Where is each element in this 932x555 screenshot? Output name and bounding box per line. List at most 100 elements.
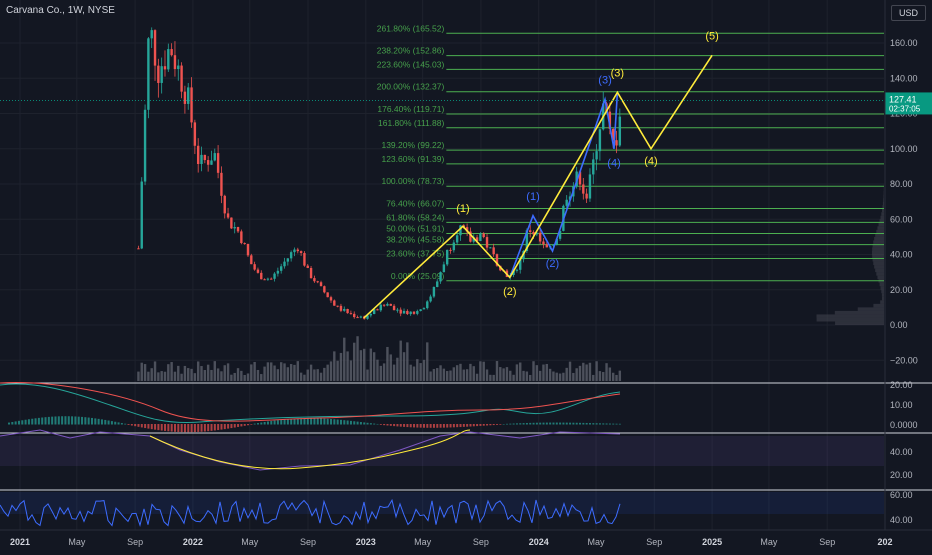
macd-hist-bar xyxy=(416,424,418,428)
volume-bar xyxy=(519,362,521,381)
macd-hist-bar xyxy=(476,424,478,426)
macd-hist-bar xyxy=(204,424,206,431)
candle-body xyxy=(483,233,485,237)
macd-hist-bar xyxy=(367,423,369,425)
macd-hist-bar xyxy=(247,424,249,425)
candle-body xyxy=(247,244,249,255)
candle-body xyxy=(277,271,279,274)
fib-label: 61.80% (58.24) xyxy=(386,212,444,222)
candle-body xyxy=(154,30,156,66)
currency-button[interactable]: USD xyxy=(891,5,926,21)
volume-profile-bar xyxy=(835,311,884,315)
macd-hist-bar xyxy=(260,423,262,425)
candle-body xyxy=(403,311,405,314)
volume-bar xyxy=(486,369,488,381)
macd-hist-bar xyxy=(194,424,196,432)
volume-bar xyxy=(177,366,179,381)
macd-hist-bar xyxy=(313,418,315,424)
volume-bar xyxy=(483,362,485,381)
volume-bar xyxy=(323,368,325,381)
volume-profile-bar xyxy=(874,265,884,269)
fib-label: 161.80% (111.88) xyxy=(378,118,444,128)
candle-body xyxy=(489,247,491,248)
volume-bar xyxy=(556,373,558,381)
macd-hist-bar xyxy=(353,421,355,424)
macd-hist-bar xyxy=(333,419,335,424)
volume-bar xyxy=(257,370,259,381)
volume-bar xyxy=(456,365,458,381)
candle-body xyxy=(340,306,342,311)
candle-body xyxy=(449,250,451,251)
volume-bar xyxy=(147,372,149,381)
candle-body xyxy=(383,305,385,306)
macd-hist-bar xyxy=(224,424,226,429)
wave-label: (1) xyxy=(456,203,469,215)
volume-bar xyxy=(160,371,162,381)
candle-body xyxy=(539,233,541,242)
candle-body xyxy=(350,313,352,314)
macd-hist-bar xyxy=(184,424,186,432)
volume-bar xyxy=(376,360,378,381)
macd-hist-bar xyxy=(546,423,548,425)
macd-hist-bar xyxy=(489,424,491,425)
candle-body xyxy=(433,287,435,297)
candle-body xyxy=(582,184,584,193)
volume-bar xyxy=(260,374,262,381)
candle-body xyxy=(589,174,591,198)
rsi-tick-label: 40.00 xyxy=(890,447,913,457)
volume-bar xyxy=(204,370,206,381)
macd-hist-bar xyxy=(406,424,408,427)
macd-hist-bar xyxy=(124,424,126,425)
macd-hist-bar xyxy=(493,424,495,425)
volume-bar xyxy=(240,371,242,381)
volume-bar xyxy=(496,361,498,381)
macd-hist-bar xyxy=(8,423,10,425)
volume-bar xyxy=(320,373,322,381)
candle-body xyxy=(283,262,285,267)
volume-bar xyxy=(393,365,395,381)
volume-bar xyxy=(164,372,166,381)
macd-hist-bar xyxy=(164,424,166,431)
volume-bar xyxy=(562,373,564,381)
volume-bar xyxy=(595,361,597,381)
macd-hist-bar xyxy=(456,424,458,427)
candle-body xyxy=(214,153,216,160)
candle-body xyxy=(330,297,332,300)
wave-label: (4) xyxy=(607,157,620,169)
macd-hist-bar xyxy=(84,417,86,424)
fib-label: 238.20% (152.86) xyxy=(377,46,445,56)
volume-bar xyxy=(529,375,531,381)
macd-hist-bar xyxy=(503,424,505,425)
volume-bar xyxy=(326,365,328,381)
candle-body xyxy=(380,305,382,311)
macd-hist-bar xyxy=(81,417,83,425)
price-tick-label: 160.00 xyxy=(890,38,918,48)
macd-hist-bar xyxy=(536,423,538,425)
macd-hist-bar xyxy=(509,424,511,425)
candle-body xyxy=(230,218,232,229)
macd-hist-bar xyxy=(284,419,286,424)
volume-bar xyxy=(184,366,186,381)
volume-profile-bar xyxy=(817,318,884,322)
macd-hist-bar xyxy=(377,424,379,425)
macd-hist-bar xyxy=(35,418,37,424)
macd-hist-bar xyxy=(300,418,302,424)
symbol-title[interactable]: Carvana Co., 1W, NYSE xyxy=(6,5,115,16)
macd-hist-bar xyxy=(576,423,578,425)
candle-body xyxy=(396,310,398,311)
macd-hist-bar xyxy=(496,424,498,425)
candle-body xyxy=(170,49,172,55)
macd-hist-bar xyxy=(267,421,269,424)
macd-hist-bar xyxy=(207,424,209,431)
volume-profile-bar xyxy=(858,307,884,311)
macd-hist-bar xyxy=(250,424,252,425)
volume-bar xyxy=(476,374,478,381)
macd-hist-bar xyxy=(433,424,435,428)
volume-profile-bar xyxy=(835,321,884,325)
osc-tick-label: 60.00 xyxy=(890,490,913,500)
rsi-tick-label: 20.00 xyxy=(890,470,913,480)
candle-body xyxy=(619,117,621,146)
fib-label: 23.60% (37.75) xyxy=(386,248,444,258)
candle-body xyxy=(453,242,455,250)
